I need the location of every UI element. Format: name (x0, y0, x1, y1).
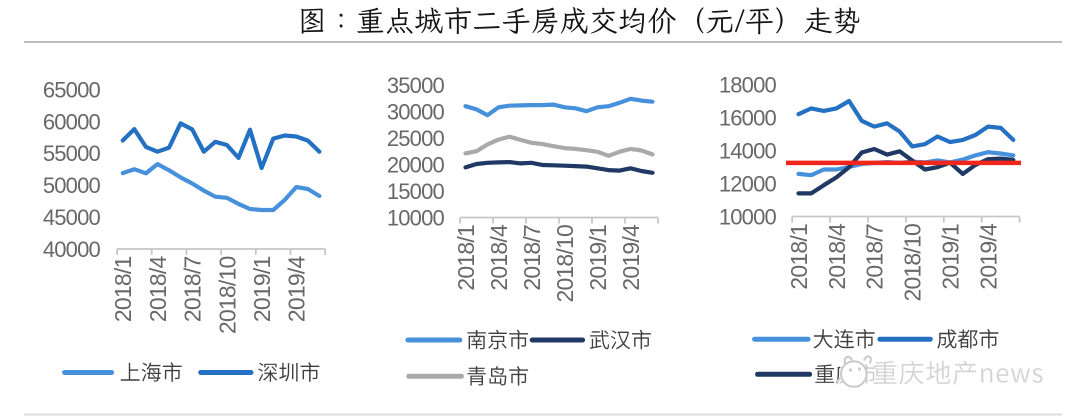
svg-text:2018/7: 2018/7 (862, 224, 888, 290)
svg-text:40000: 40000 (43, 237, 101, 262)
svg-text:15000: 15000 (387, 179, 445, 204)
svg-text:35000: 35000 (387, 73, 445, 98)
svg-text:18000: 18000 (719, 72, 777, 97)
svg-text:30000: 30000 (387, 99, 445, 124)
svg-text:60000: 60000 (43, 109, 101, 134)
svg-text:2018/10: 2018/10 (214, 256, 240, 334)
svg-text:2018/1: 2018/1 (110, 257, 136, 323)
svg-text:2018/10: 2018/10 (552, 225, 578, 303)
svg-text:20000: 20000 (387, 152, 445, 177)
svg-text:2018/1: 2018/1 (453, 225, 479, 291)
svg-text:2018/7: 2018/7 (519, 225, 545, 291)
svg-text:45000: 45000 (43, 205, 101, 230)
svg-text:2018/10: 2018/10 (900, 224, 926, 302)
svg-text:2018/4: 2018/4 (145, 256, 171, 323)
svg-text:10000: 10000 (387, 205, 445, 230)
svg-text:2019/1: 2019/1 (585, 225, 611, 291)
svg-text:2019/1: 2019/1 (938, 224, 964, 290)
svg-text:2019/1: 2019/1 (249, 257, 275, 323)
svg-text:10000: 10000 (719, 204, 777, 229)
svg-text:50000: 50000 (43, 173, 101, 198)
svg-text:12000: 12000 (719, 171, 777, 196)
svg-text:65000: 65000 (43, 77, 101, 102)
svg-text:55000: 55000 (43, 141, 101, 166)
svg-text:25000: 25000 (387, 126, 445, 151)
svg-text:2018/1: 2018/1 (786, 224, 812, 290)
svg-text:16000: 16000 (719, 105, 777, 130)
svg-text:14000: 14000 (719, 138, 777, 163)
svg-text:2019/4: 2019/4 (618, 224, 644, 291)
svg-text:2018/4: 2018/4 (824, 223, 850, 290)
svg-text:2019/4: 2019/4 (975, 223, 1001, 290)
svg-text:2018/7: 2018/7 (180, 257, 206, 323)
svg-text:2018/4: 2018/4 (486, 224, 512, 291)
svg-text:2019/4: 2019/4 (284, 256, 310, 323)
